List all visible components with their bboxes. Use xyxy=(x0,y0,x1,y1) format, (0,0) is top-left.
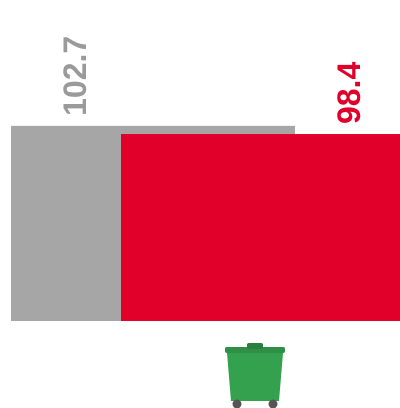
bar-2 xyxy=(121,134,400,321)
data-label-2: 98.4 xyxy=(331,62,367,124)
trash-bin-icon xyxy=(225,343,285,408)
bars-group xyxy=(11,125,400,322)
data-label-1: 102.7 xyxy=(57,36,93,116)
data-labels-group: 102.7 98.4 xyxy=(57,36,367,124)
